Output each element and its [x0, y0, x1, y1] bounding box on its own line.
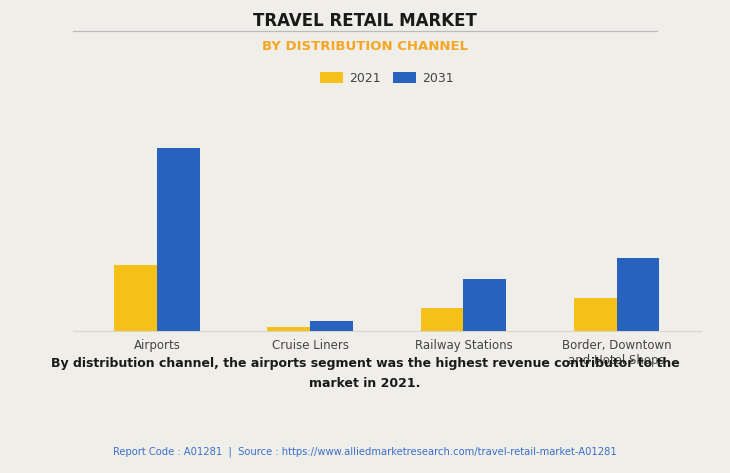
Text: TRAVEL RETAIL MARKET: TRAVEL RETAIL MARKET: [253, 12, 477, 30]
Text: BY DISTRIBUTION CHANNEL: BY DISTRIBUTION CHANNEL: [262, 40, 468, 53]
Bar: [310, 321, 353, 331]
Bar: [115, 264, 157, 331]
Bar: [157, 148, 200, 331]
Bar: [420, 308, 464, 331]
Bar: [574, 298, 617, 331]
Bar: [267, 327, 310, 331]
Legend: 2021, 2031: 2021, 2031: [315, 67, 458, 90]
Text: By distribution channel, the airports segment was the highest revenue contributo: By distribution channel, the airports se…: [50, 357, 680, 390]
Bar: [617, 258, 659, 331]
Text: Report Code : A01281  |  Source : https://www.alliedmarketresearch.com/travel-re: Report Code : A01281 | Source : https://…: [113, 447, 617, 457]
Bar: [464, 279, 507, 331]
